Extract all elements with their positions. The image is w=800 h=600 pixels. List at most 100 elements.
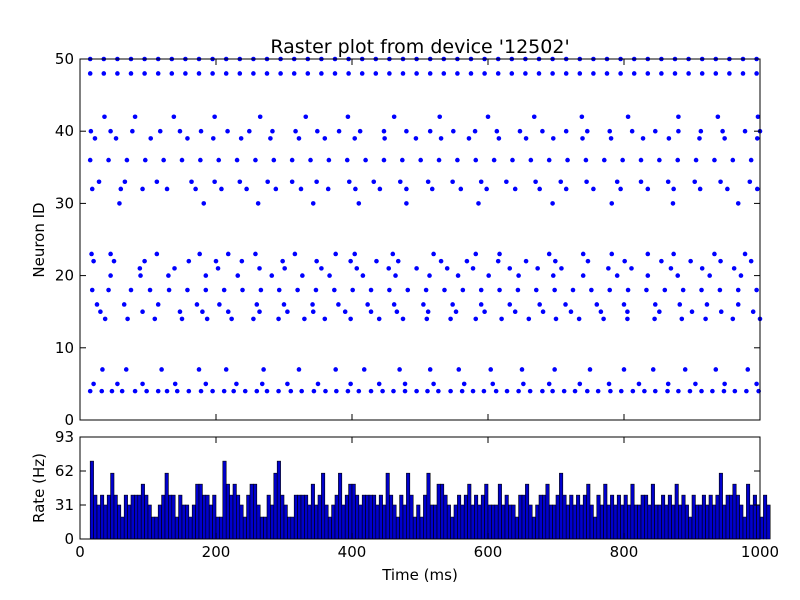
rate-bar bbox=[368, 494, 373, 540]
spike-dot bbox=[285, 381, 290, 387]
spike-dot bbox=[189, 179, 194, 185]
spike-dot bbox=[198, 388, 204, 394]
spike-dot bbox=[718, 258, 723, 264]
spike-dot bbox=[563, 302, 568, 307]
spike-dot bbox=[464, 258, 470, 264]
spike-dot bbox=[302, 316, 307, 322]
spike-dot bbox=[239, 258, 245, 264]
spike-dot bbox=[606, 381, 612, 387]
spike-dot bbox=[495, 71, 501, 76]
spike-dot bbox=[536, 71, 542, 76]
spike-dot bbox=[507, 302, 513, 307]
spike-dot bbox=[147, 287, 153, 293]
spike-dot bbox=[509, 71, 515, 76]
rate-bar bbox=[395, 516, 400, 540]
spike-dot bbox=[371, 179, 377, 185]
spike-dot bbox=[172, 266, 177, 271]
spike-dot bbox=[310, 309, 316, 315]
rate-bar bbox=[606, 504, 611, 540]
spike-dot bbox=[754, 71, 759, 76]
spike-dot bbox=[356, 201, 362, 206]
spike-dot bbox=[171, 114, 177, 120]
spike-dot bbox=[106, 287, 111, 293]
spike-dot bbox=[102, 114, 107, 120]
rate-bar bbox=[290, 516, 295, 540]
spike-dot bbox=[448, 316, 453, 322]
rate-bar bbox=[178, 494, 183, 540]
spike-dot bbox=[418, 157, 423, 163]
spike-dot bbox=[201, 201, 207, 206]
spike-dot bbox=[404, 201, 409, 206]
rate-bar bbox=[650, 483, 655, 540]
spike-dot bbox=[692, 179, 698, 185]
spike-dot bbox=[657, 157, 662, 163]
rate-frame bbox=[79, 436, 761, 540]
spike-dot bbox=[618, 71, 623, 76]
spike-dot bbox=[391, 302, 397, 307]
spike-dot bbox=[459, 388, 465, 394]
spike-dot bbox=[572, 388, 578, 394]
spike-dot bbox=[254, 302, 260, 307]
spike-dot bbox=[293, 128, 298, 134]
spike-dot bbox=[565, 157, 570, 163]
spike-dot bbox=[413, 136, 419, 141]
spike-dot bbox=[122, 179, 128, 185]
spike-dot bbox=[315, 381, 321, 387]
spike-dot bbox=[88, 128, 94, 134]
raster-y-tick-label: 50 bbox=[55, 50, 74, 68]
spike-dot bbox=[450, 179, 455, 185]
spike-dot bbox=[242, 388, 248, 394]
spike-dot bbox=[608, 136, 614, 141]
rate-bar bbox=[246, 494, 251, 540]
rate-bar bbox=[616, 494, 621, 540]
rate-bar bbox=[283, 504, 288, 540]
spike-dot bbox=[453, 309, 459, 315]
spike-dot bbox=[386, 266, 392, 271]
spike-dot bbox=[622, 258, 627, 264]
spike-dot bbox=[363, 157, 368, 163]
spike-dot bbox=[89, 186, 95, 192]
rate-bar bbox=[511, 504, 516, 540]
spike-dot bbox=[194, 302, 200, 307]
raster-plot-area bbox=[80, 59, 760, 420]
rate-bar bbox=[300, 494, 305, 540]
spike-dot bbox=[587, 367, 593, 372]
spike-dot bbox=[473, 251, 479, 257]
spike-dot bbox=[300, 273, 305, 278]
rate-bar bbox=[93, 494, 98, 540]
spike-dot bbox=[166, 287, 172, 293]
spike-dot bbox=[169, 71, 175, 76]
spike-dot bbox=[296, 367, 302, 372]
spike-dot bbox=[423, 287, 429, 293]
spike-dot bbox=[234, 381, 239, 387]
spike-dot bbox=[255, 201, 261, 206]
spike-dot bbox=[427, 367, 433, 372]
rate-bar bbox=[198, 483, 203, 540]
x-tick-label: 800 bbox=[610, 543, 639, 561]
spike-dot bbox=[390, 251, 396, 257]
spike-dot bbox=[212, 179, 217, 185]
spike-dot bbox=[676, 128, 681, 134]
spike-dot bbox=[225, 251, 231, 257]
spike-dot bbox=[510, 157, 515, 163]
spike-dot bbox=[295, 287, 300, 293]
rate-bar bbox=[205, 494, 210, 540]
rate-bar bbox=[552, 504, 557, 540]
rate-bar bbox=[212, 494, 217, 540]
spike-dot bbox=[326, 157, 332, 163]
spike-dot bbox=[699, 287, 704, 293]
rate-bar bbox=[327, 516, 332, 540]
spike-dot bbox=[273, 186, 279, 192]
spike-dot bbox=[154, 251, 160, 257]
spike-dot bbox=[550, 273, 556, 278]
spike-dot bbox=[414, 388, 419, 394]
spike-dot bbox=[735, 287, 741, 293]
spike-dot bbox=[659, 258, 664, 264]
rate-bar bbox=[746, 483, 751, 540]
spike-dot bbox=[322, 316, 328, 322]
rate-y-axis-label: Rate (Hz) bbox=[30, 453, 48, 523]
spike-dot bbox=[552, 367, 557, 372]
rate-bar bbox=[467, 483, 472, 540]
spike-dot bbox=[264, 71, 270, 76]
rate-bar bbox=[140, 483, 145, 540]
